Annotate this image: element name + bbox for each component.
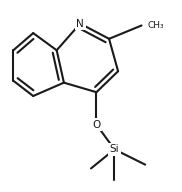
Text: O: O — [92, 120, 100, 130]
Text: CH₃: CH₃ — [148, 21, 165, 30]
Text: N: N — [76, 19, 84, 29]
Text: Si: Si — [110, 144, 119, 154]
